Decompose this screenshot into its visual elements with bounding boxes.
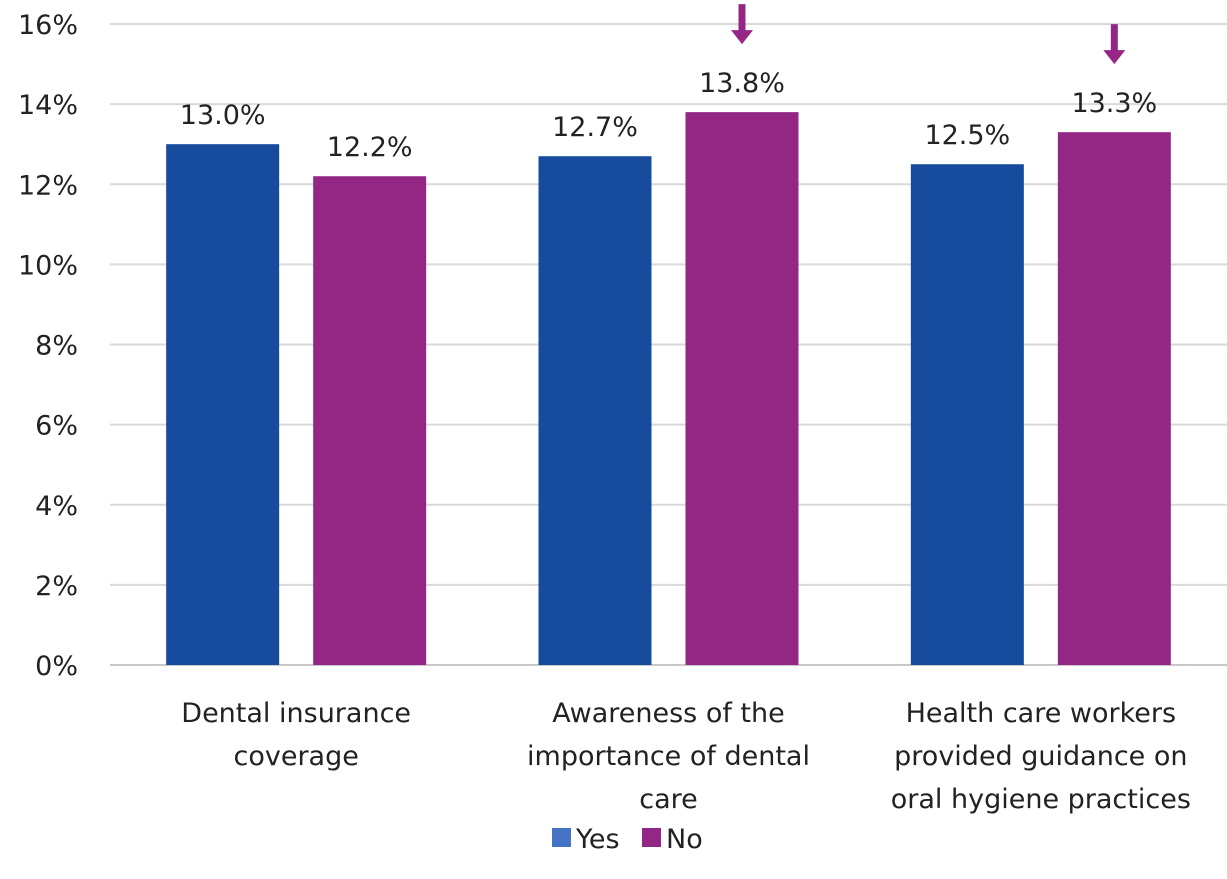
bar-no-2 (1057, 132, 1171, 665)
y-tick-label: 6% (35, 411, 78, 442)
data-label: 13.0% (180, 100, 266, 131)
x-axis: Dental insurance coverage Awareness of the… (181, 698, 1191, 815)
data-labels: 13.0% 12.7% 12.5% 12.2% 13.8% 13.3% (180, 68, 1157, 163)
down-arrow-icon (1103, 24, 1126, 65)
bar-no-1 (685, 112, 799, 665)
y-tick-label: 4% (35, 491, 78, 522)
bar-yes-1 (538, 156, 652, 666)
y-tick-label: 8% (35, 331, 78, 362)
bars (166, 112, 1171, 666)
y-tick-label: 2% (35, 571, 78, 602)
data-label: 12.5% (924, 120, 1010, 151)
legend: Yes No (552, 824, 703, 855)
gridlines (110, 23, 1227, 666)
y-tick-label: 10% (18, 250, 78, 281)
down-arrow-icon (731, 4, 753, 45)
legend-swatch-no (642, 828, 661, 847)
y-tick-label: 16% (18, 10, 78, 41)
legend-label-no: No (666, 824, 703, 855)
data-label: 13.3% (1071, 88, 1157, 119)
data-label: 12.2% (327, 132, 413, 163)
y-tick-label: 0% (35, 651, 78, 682)
legend-swatch-yes (552, 828, 571, 847)
bar-yes-0 (166, 144, 280, 665)
data-label: 13.8% (699, 68, 785, 99)
annotation-arrows (731, 4, 1126, 65)
data-label: 12.7% (552, 112, 638, 143)
y-tick-label: 12% (18, 170, 78, 201)
x-category-label: Health care workers provided guidance on o… (891, 698, 1191, 815)
bar-no-0 (313, 176, 427, 666)
y-tick-label: 14% (18, 90, 78, 121)
x-category-label: Awareness of the importance of dental care (527, 698, 810, 815)
x-category-label: Dental insurance coverage (181, 698, 411, 772)
y-axis: 0% 2% 4% 6% 8% 10% 12% 14% 16% (18, 10, 78, 682)
legend-label-yes: Yes (575, 824, 620, 855)
bar-yes-2 (910, 164, 1024, 665)
